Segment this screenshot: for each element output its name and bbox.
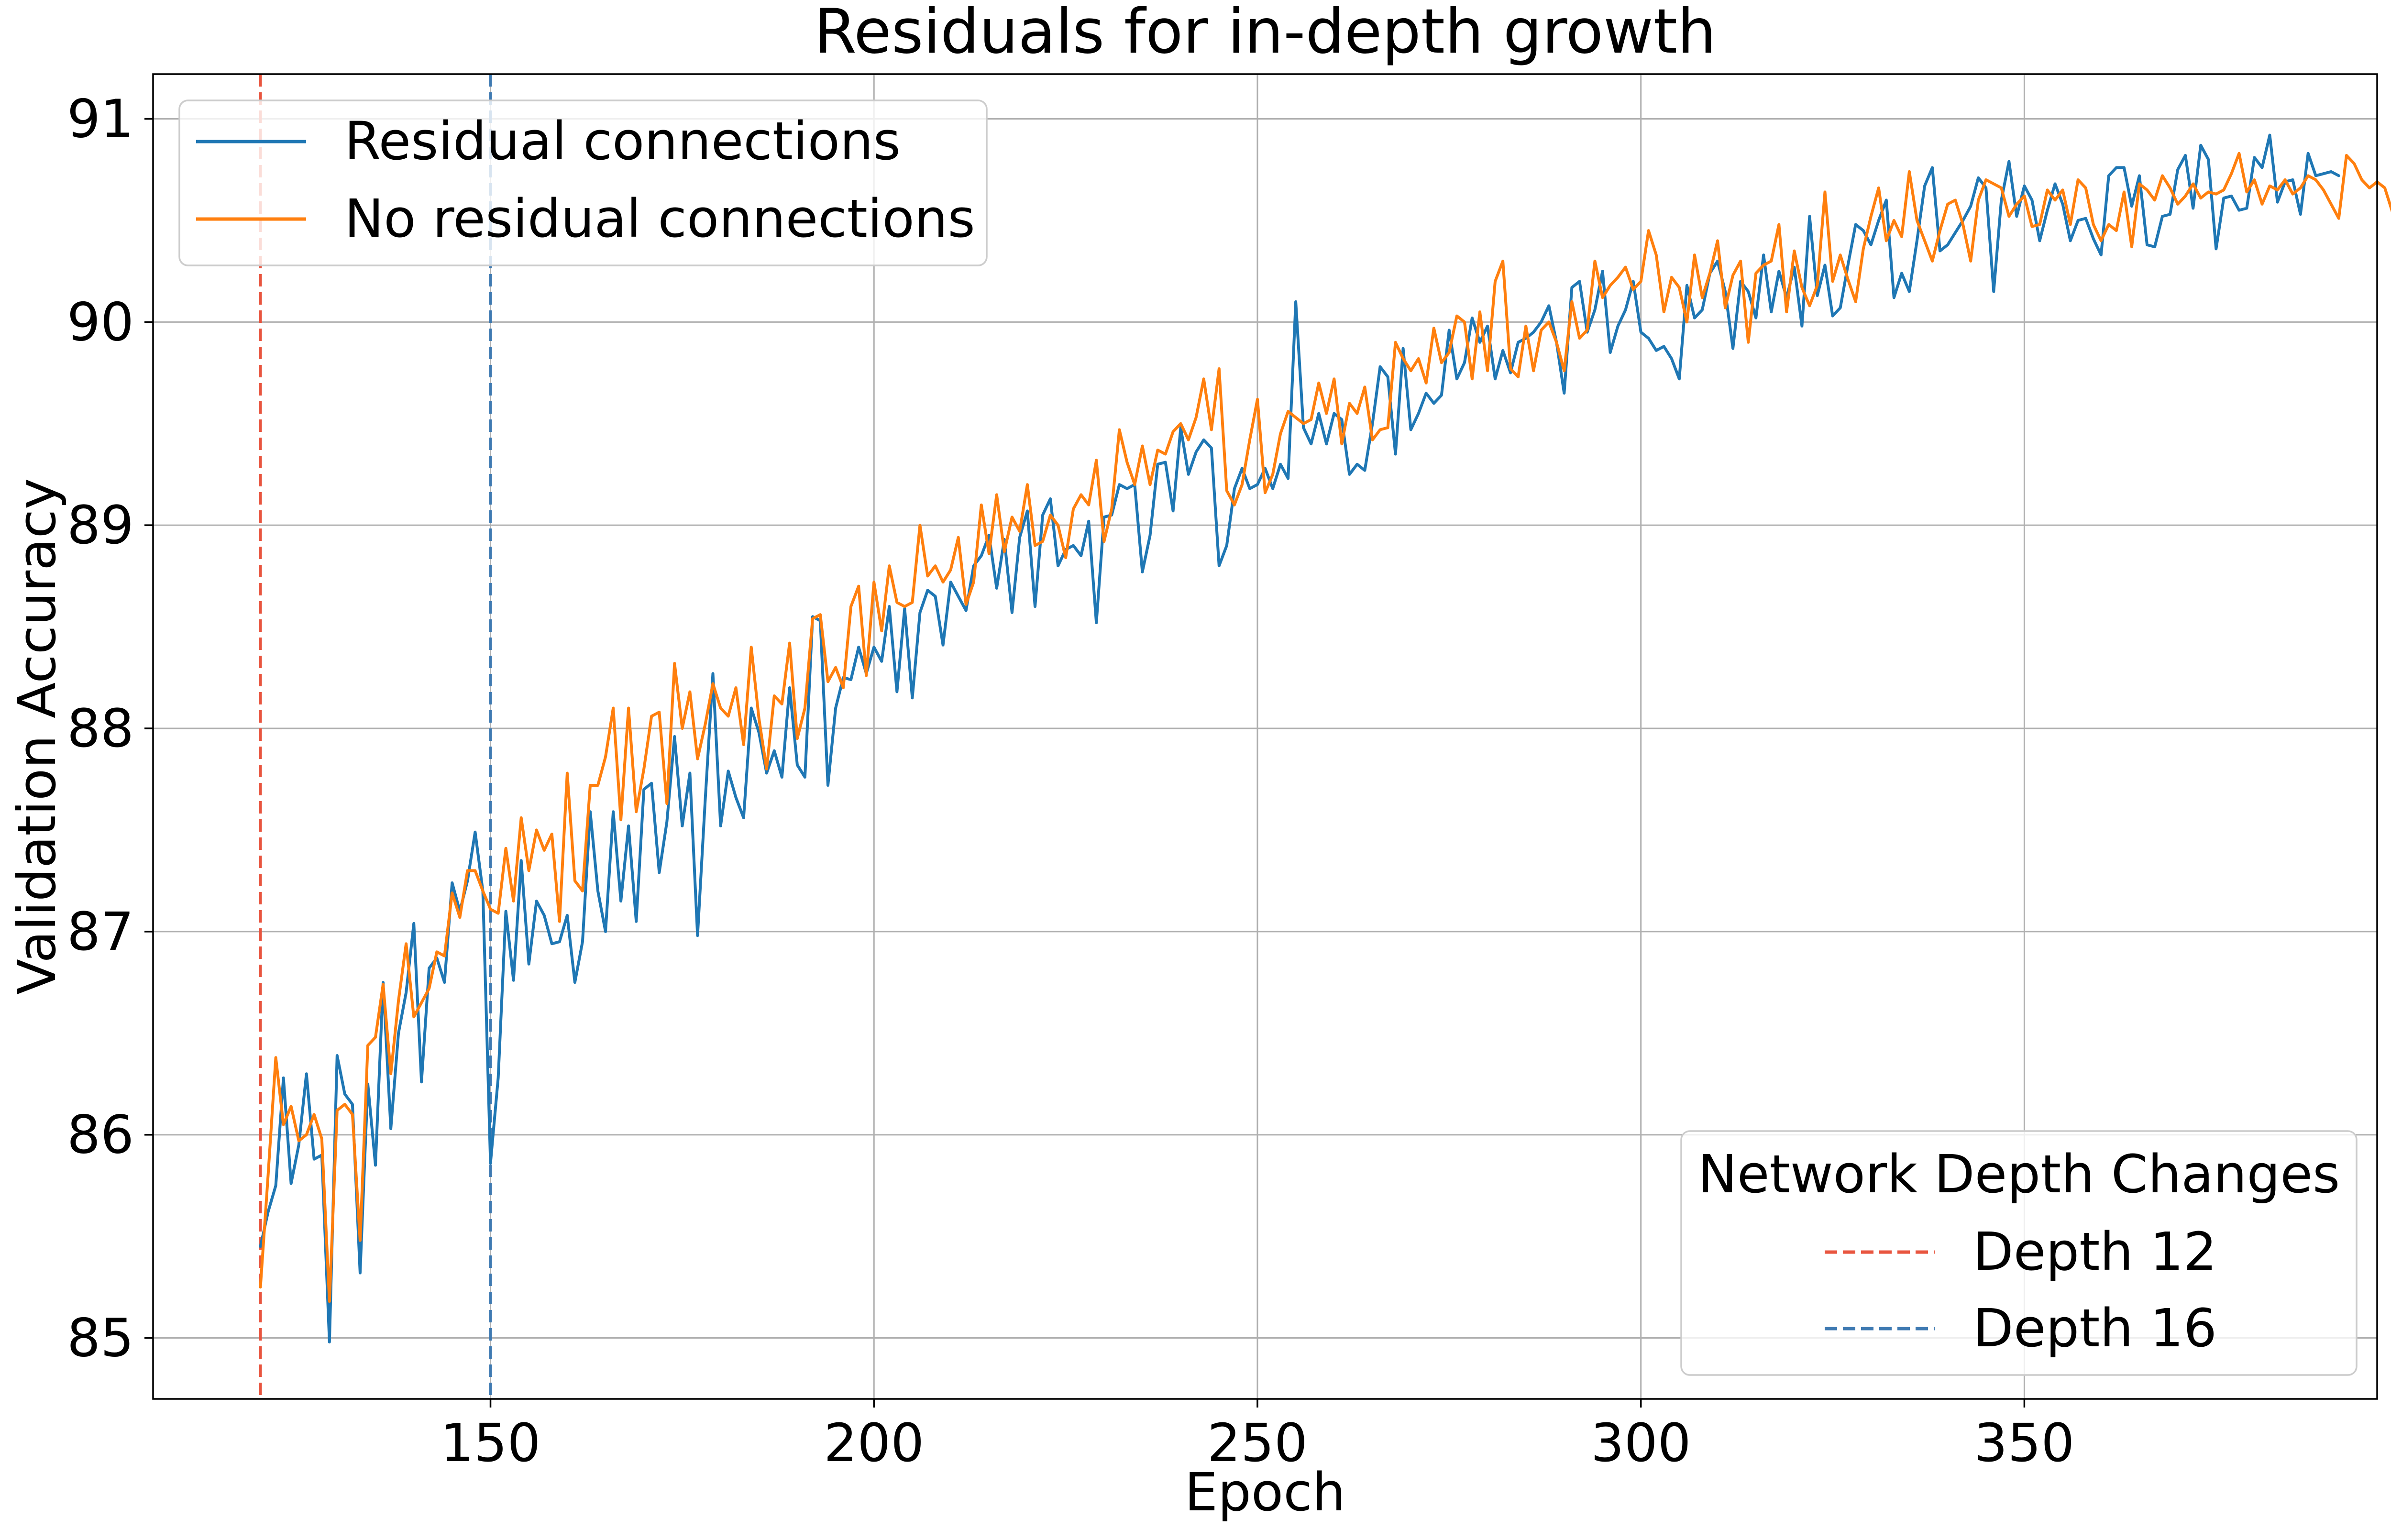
- y-tick-label-86: 86: [67, 1104, 134, 1166]
- legend-label-depth-16: Depth 16: [1973, 1298, 2217, 1359]
- depth-legend-title: Network Depth Changes: [1698, 1144, 2340, 1205]
- x-tick-label-300: 300: [1591, 1412, 1691, 1474]
- y-tick-label-87: 87: [67, 901, 134, 962]
- y-tick-label-88: 88: [67, 698, 134, 759]
- y-tick-label-90: 90: [67, 291, 134, 352]
- series-legend: Residual connections No residual connect…: [179, 100, 987, 265]
- x-tick-label-350: 350: [1974, 1412, 2074, 1474]
- depth-legend: Network Depth Changes Depth 12 Depth 16: [1681, 1131, 2357, 1375]
- y-axis-label: Validation Accuracy: [6, 478, 67, 995]
- y-tick-label-89: 89: [67, 495, 134, 556]
- x-tick-label-150: 150: [441, 1412, 541, 1474]
- y-tick-label-91: 91: [67, 88, 134, 149]
- legend-label-no-residual: No residual connections: [344, 188, 975, 249]
- legend-label-residual: Residual connections: [344, 110, 901, 172]
- x-axis-label: Epoch: [1185, 1462, 1346, 1523]
- y-tick-label-85: 85: [67, 1308, 134, 1369]
- chart-title: Residuals for in-depth growth: [814, 0, 1716, 67]
- legend-label-depth-12: Depth 12: [1973, 1221, 2217, 1282]
- x-tick-label-200: 200: [824, 1412, 924, 1474]
